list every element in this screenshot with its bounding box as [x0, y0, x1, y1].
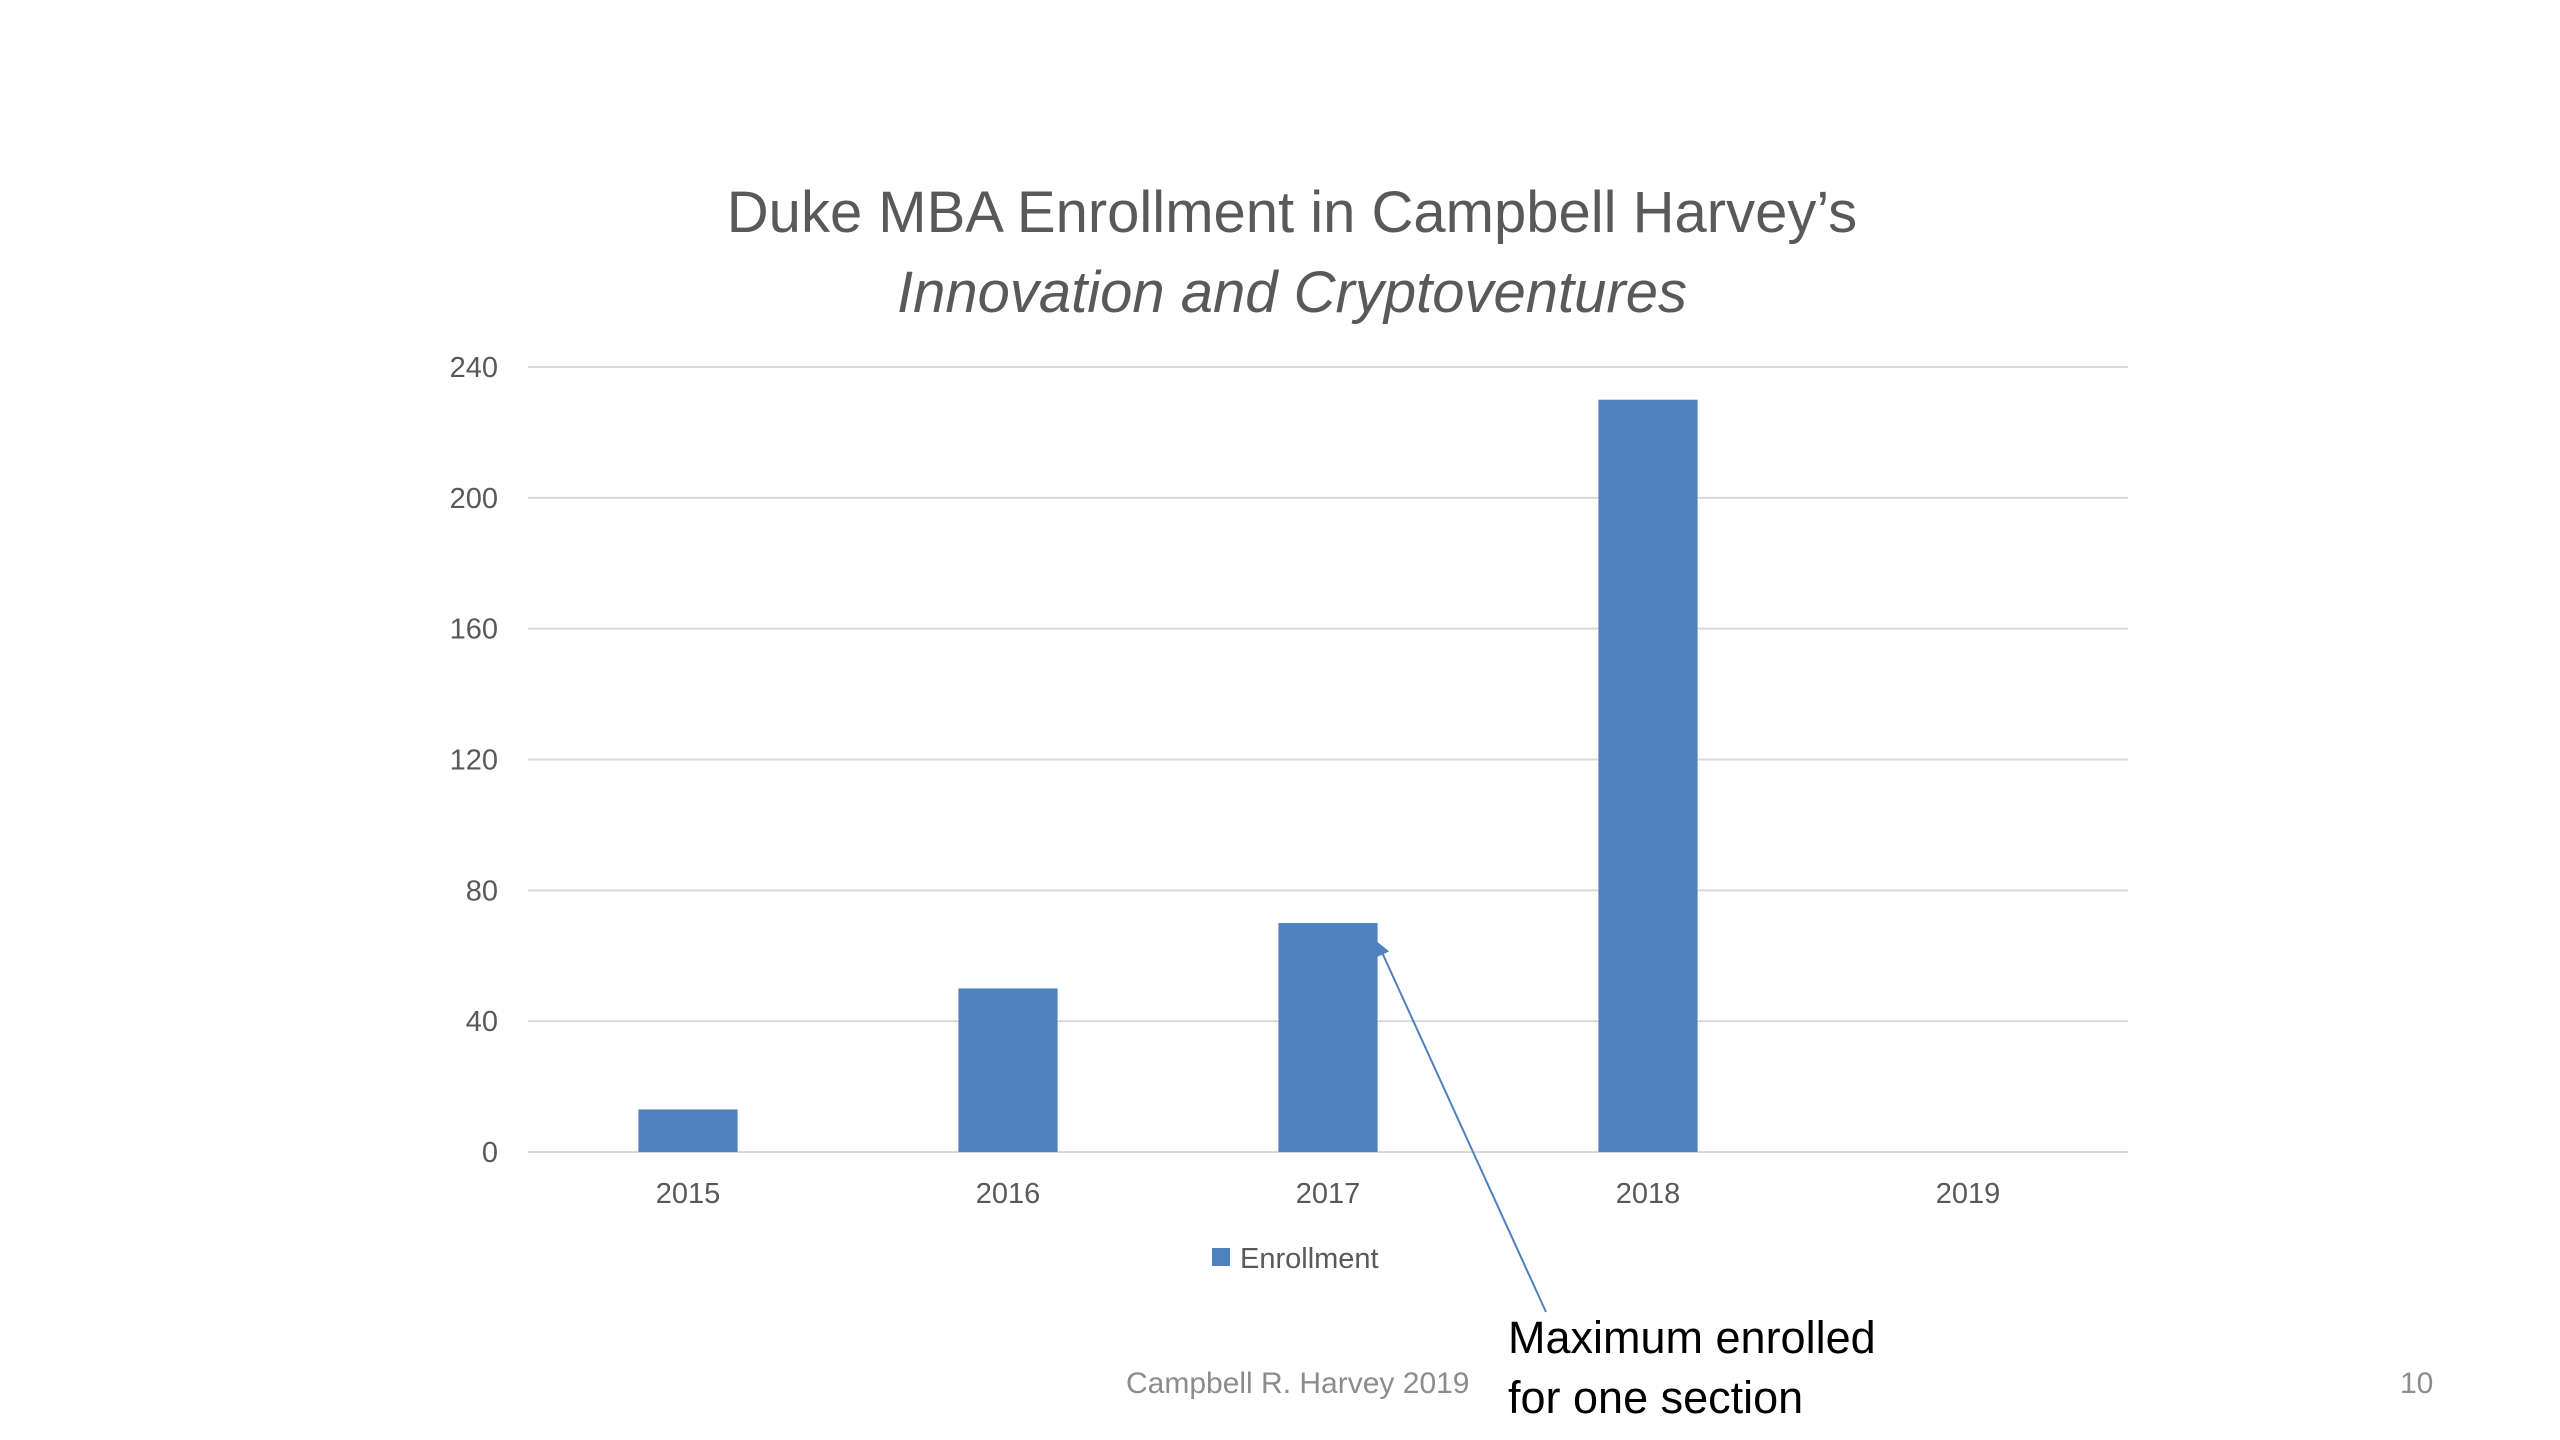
- annotation-line-2: for one section: [1508, 1372, 1804, 1423]
- legend-swatch: [1212, 1248, 1230, 1266]
- y-tick-label: 0: [482, 1137, 498, 1169]
- slide-number: 10: [2400, 1367, 2434, 1400]
- y-tick-label: 160: [450, 614, 498, 646]
- footer-author: Campbell R. Harvey 2019: [1126, 1367, 1470, 1400]
- legend: Enrollment: [1212, 1243, 1379, 1275]
- bar-2018: [1598, 399, 1698, 1152]
- bar-2015: [638, 1109, 738, 1152]
- bar-2017: [1278, 923, 1378, 1152]
- bars: [638, 399, 1698, 1152]
- y-tick-label: 240: [450, 352, 498, 384]
- chart-subtitle: Innovation and Cryptoventures: [897, 260, 1687, 325]
- x-tick-label-2019: 2019: [1936, 1178, 2001, 1210]
- y-tick-label: 120: [450, 745, 498, 777]
- annotation-line-1: Maximum enrolled: [1508, 1312, 1876, 1363]
- bar-2016: [958, 988, 1058, 1152]
- chart-title: Duke MBA Enrollment in Campbell Harvey’s: [727, 180, 1857, 245]
- annotation-text: Maximum enrolled for one section: [1508, 1308, 2208, 1428]
- annotation-arrow: [1376, 941, 1547, 1313]
- gridlines: [528, 366, 2128, 1153]
- y-tick-label: 200: [450, 483, 498, 515]
- x-tick-label-2018: 2018: [1616, 1178, 1681, 1210]
- x-axis-ticks: 2015 2016 2017 2018 2019: [656, 1178, 2001, 1210]
- x-tick-label-2017: 2017: [1296, 1178, 1361, 1210]
- y-tick-label: 40: [466, 1006, 498, 1038]
- x-tick-label-2016: 2016: [976, 1178, 1041, 1210]
- y-axis-ticks: 0 40 80 120 160 200 240: [450, 352, 498, 1169]
- y-tick-label: 80: [466, 875, 498, 907]
- legend-label: Enrollment: [1240, 1243, 1379, 1275]
- x-tick-label-2015: 2015: [656, 1178, 721, 1210]
